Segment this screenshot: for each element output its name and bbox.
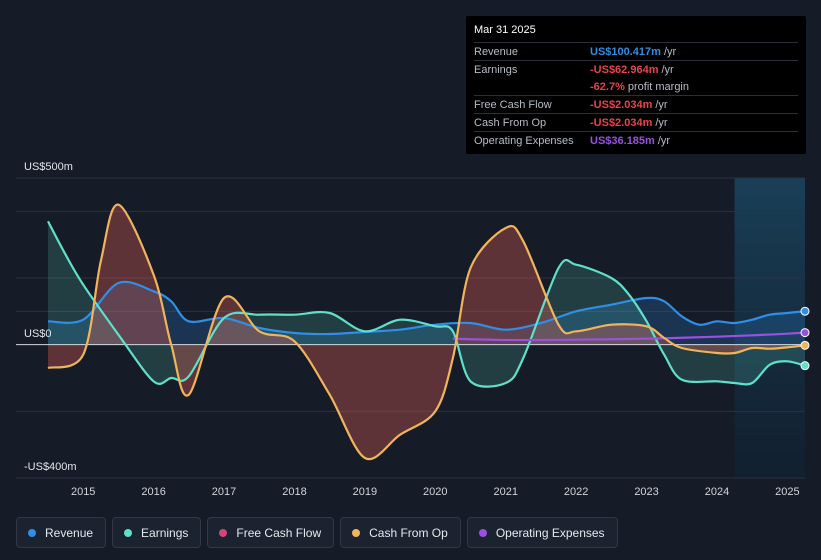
cash-from-op-area (48, 204, 805, 460)
earnings-end-marker (800, 361, 810, 371)
x-tick-label: 2023 (634, 486, 658, 498)
tooltip-row: Operating Expenses US$36.185m/yr (474, 131, 798, 149)
tooltip-row-label: Earnings (474, 63, 518, 76)
legend-label: Operating Expenses (495, 525, 605, 540)
tooltip-row-value: -US$2.034m (590, 98, 653, 111)
tooltip-row-unit: /yr (655, 98, 668, 111)
tooltip-row-value: -US$62.964m (590, 63, 659, 76)
tooltip-row: Free Cash Flow -US$2.034m/yr (474, 95, 798, 113)
x-tick-label: 2018 (282, 486, 306, 498)
legend-item-earnings[interactable]: Earnings (112, 517, 202, 548)
cash-from-op-end-marker (800, 340, 810, 350)
tooltip-row: -62.7% profit margin (474, 78, 798, 95)
legend-dot-icon (124, 528, 133, 537)
earnings-line (47, 220, 806, 388)
tooltip-row-value: US$36.185m (590, 134, 655, 147)
tooltip-row: Cash From Op -US$2.034m/yr (474, 113, 798, 131)
tooltip-row-unit: /yr (657, 134, 671, 147)
tooltip-row-label: Cash From Op (474, 116, 547, 129)
revenue-line (47, 280, 806, 336)
tooltip-row-label: Free Cash Flow (474, 98, 552, 111)
tooltip-panel: Mar 31 2025 Revenue US$100.417m/yr Earning… (466, 16, 806, 154)
tooltip-row-unit: /yr (655, 116, 668, 129)
x-tick-label: 2020 (423, 486, 447, 498)
tooltip-row-value: -US$2.034m (590, 116, 653, 129)
revenue-end-marker (800, 306, 810, 316)
operating-expenses-line (452, 331, 806, 342)
legend-item-free-cash-flow[interactable]: Free Cash Flow (207, 517, 335, 548)
forecast-band (734, 178, 805, 478)
tooltip-row: Revenue US$100.417m/yr (474, 42, 798, 60)
legend-item-revenue[interactable]: Revenue (16, 517, 107, 548)
tooltip-row-unit: /yr (663, 45, 677, 58)
legend-label: Free Cash Flow (236, 525, 322, 540)
legend-label: Earnings (141, 525, 189, 540)
x-tick-label: 2015 (71, 486, 95, 498)
tooltip-row-label: Operating Expenses (474, 134, 574, 147)
legend-item-cash-from-op[interactable]: Cash From Op (340, 517, 461, 548)
legend-label: Cash From Op (369, 525, 448, 540)
legend-item-operating-expenses[interactable]: Operating Expenses (466, 517, 618, 548)
legend-dot-icon (219, 528, 228, 537)
x-tick-label: 2022 (564, 486, 588, 498)
legend: Revenue Earnings Free Cash Flow Cash From O… (16, 517, 618, 548)
x-tick-label: 2019 (353, 486, 377, 498)
tooltip-row-unit: profit margin (627, 80, 689, 93)
x-tick-label: 2025 (775, 486, 799, 498)
tooltip-row-value: -62.7% (590, 80, 625, 93)
x-tick-label: 2021 (493, 486, 517, 498)
tooltip-row-value: US$100.417m (590, 45, 661, 58)
y-axis-bottom-label: -US$400m (24, 461, 77, 473)
tooltip-row: Earnings -US$62.964m/yr (474, 60, 798, 78)
tooltip-row-unit: /yr (661, 63, 674, 76)
earnings-area (48, 221, 805, 387)
y-axis-zero-label: US$0 (24, 328, 52, 340)
x-tick-label: 2016 (141, 486, 165, 498)
legend-dot-icon (28, 528, 36, 537)
x-tick-label: 2017 (212, 486, 236, 498)
cash-from-op-line (47, 203, 806, 461)
tooltip-row-label: Revenue (474, 45, 519, 58)
tooltip-date: Mar 31 2025 (474, 24, 536, 36)
operating-expenses-end-marker (800, 328, 810, 338)
legend-label: Revenue (45, 525, 94, 540)
revenue-area (48, 281, 805, 345)
free-cash-flow-area (48, 204, 805, 460)
legend-dot-icon (478, 528, 487, 537)
x-tick-label: 2024 (705, 486, 729, 498)
y-axis-top-label: US$500m (24, 161, 73, 173)
legend-dot-icon (352, 528, 361, 537)
